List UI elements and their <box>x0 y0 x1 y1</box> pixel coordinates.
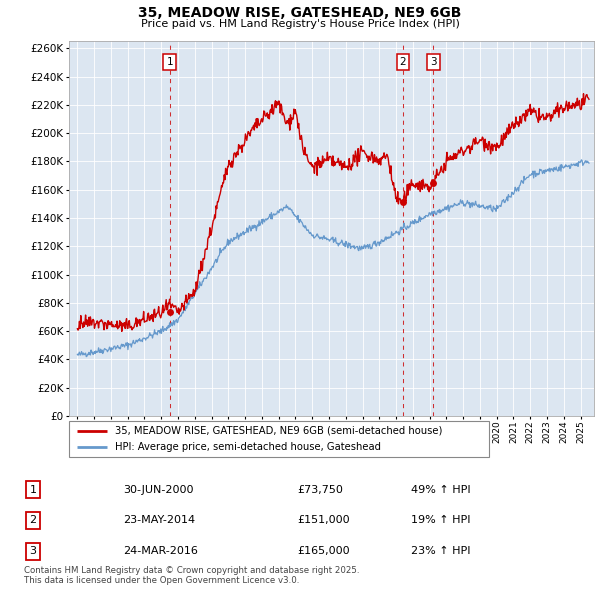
Text: £165,000: £165,000 <box>297 546 350 556</box>
Text: 23% ↑ HPI: 23% ↑ HPI <box>411 546 470 556</box>
Text: 49% ↑ HPI: 49% ↑ HPI <box>411 485 470 494</box>
FancyBboxPatch shape <box>69 421 489 457</box>
Text: 35, MEADOW RISE, GATESHEAD, NE9 6GB (semi-detached house): 35, MEADOW RISE, GATESHEAD, NE9 6GB (sem… <box>115 425 443 435</box>
Text: 19% ↑ HPI: 19% ↑ HPI <box>411 516 470 525</box>
Text: 2: 2 <box>29 516 37 525</box>
Text: Price paid vs. HM Land Registry's House Price Index (HPI): Price paid vs. HM Land Registry's House … <box>140 19 460 29</box>
Text: £73,750: £73,750 <box>297 485 343 494</box>
Text: HPI: Average price, semi-detached house, Gateshead: HPI: Average price, semi-detached house,… <box>115 442 381 453</box>
Text: 3: 3 <box>29 546 37 556</box>
Text: 1: 1 <box>166 57 173 67</box>
Text: 30-JUN-2000: 30-JUN-2000 <box>123 485 193 494</box>
Text: 35, MEADOW RISE, GATESHEAD, NE9 6GB: 35, MEADOW RISE, GATESHEAD, NE9 6GB <box>139 6 461 20</box>
Text: 23-MAY-2014: 23-MAY-2014 <box>123 516 195 525</box>
Text: £151,000: £151,000 <box>297 516 350 525</box>
Text: 2: 2 <box>400 57 406 67</box>
Text: Contains HM Land Registry data © Crown copyright and database right 2025.
This d: Contains HM Land Registry data © Crown c… <box>24 566 359 585</box>
Text: 3: 3 <box>430 57 437 67</box>
Text: 1: 1 <box>29 485 37 494</box>
Text: 24-MAR-2016: 24-MAR-2016 <box>123 546 198 556</box>
